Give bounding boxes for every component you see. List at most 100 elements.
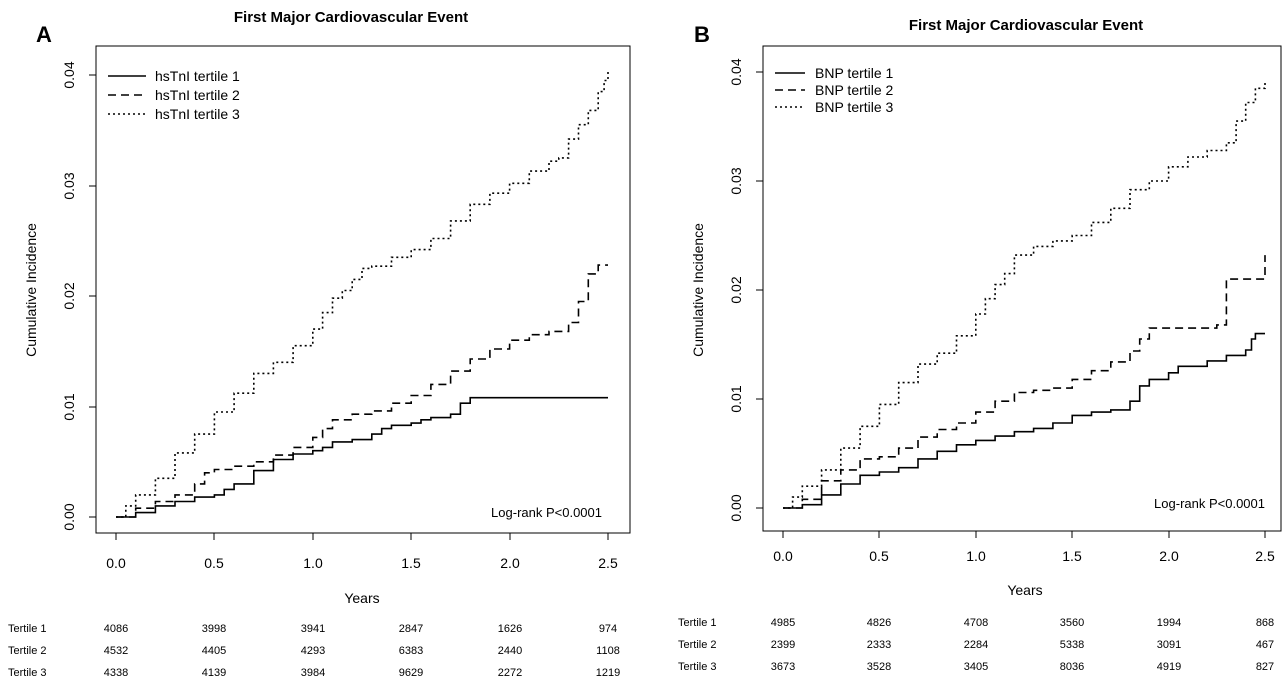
panel-a-legend: hsTnI tertile 1 hsTnI tertile 2 hsTnI te… [108,68,240,122]
panel-a-risk-cell: 1219 [596,667,620,679]
panel-b-y-tick-label: 0.00 [728,494,744,521]
panel-a-legend-label-2: hsTnI tertile 2 [155,87,240,103]
panel-a-risk-cell: 9629 [399,667,423,679]
panel-a-risk-cell: 4532 [104,645,128,657]
panel-b-curves [783,80,1266,509]
panel-a-y-ticks: 0.00 0.01 0.02 0.03 0.04 [61,61,96,531]
panel-b-series-line-tertile-3 [783,80,1266,509]
panel-a-x-tick-label: 0.5 [204,555,224,571]
panel-a-x-tick-label: 0.0 [106,555,126,571]
panel-a-y-tick-label: 0.04 [61,61,77,88]
panel-b-risk-cell: 3405 [964,661,988,673]
panel-b-risk-cell: 2284 [964,639,988,651]
panel-a-series-line-tertile-1 [116,396,608,518]
panel-b-y-tick-label: 0.02 [728,276,744,303]
panel-b-logrank-annotation: Log-rank P<0.0001 [1154,496,1265,511]
panel-a-x-tick-label: 1.5 [401,555,421,571]
panel-a-series-line-tertile-2 [116,264,608,518]
panel-a-risk-cell: 6383 [399,645,423,657]
panel-a-x-ticks: 0.0 0.5 1.0 1.5 2.0 2.5 [106,533,618,571]
panel-b-risk-cell: 827 [1256,661,1274,673]
panel-b-risk-table: Tertile 1 Tertile 2 Tertile 3 4985 4826 … [678,617,1274,673]
panel-b-x-tick-label: 0.5 [869,548,889,564]
panel-a-series-line-tertile-3 [116,69,609,518]
panel-b-risk-row-label: Tertile 1 [678,617,717,629]
panel-b-risk-cell: 8036 [1060,661,1084,673]
panel-a-risk-cell: 4293 [301,645,325,657]
panel-b-y-tick-label: 0.03 [728,167,744,194]
panel-b-risk-cell: 868 [1256,617,1274,629]
panel-a-risk-cell: 2272 [498,667,522,679]
panel-a-risk-cell: 4086 [104,623,128,635]
panel-b-risk-cell: 2333 [867,639,891,651]
panel-a-x-axis-label: Years [344,590,379,606]
panel-a-risk-cell: 3941 [301,623,325,635]
panel-a-logrank-annotation: Log-rank P<0.0001 [491,505,602,520]
panel-a-risk-cell: 3984 [301,667,325,679]
panel-a-risk-cell: 1108 [596,645,620,657]
panel-b-series-line-tertile-1 [783,332,1265,509]
panel-a-y-axis-label: Cumulative Incidence [23,223,39,357]
panel-b-risk-cell: 3528 [867,661,891,673]
panel-b-risk-cell: 4919 [1157,661,1181,673]
panel-b-x-tick-label: 2.5 [1255,548,1275,564]
panel-b-letter: B [694,22,710,47]
panel-b-risk-cell: 1994 [1157,617,1181,629]
panel-b-legend-label-1: BNP tertile 1 [815,65,894,81]
panel-b-title: First Major Cardiovascular Event [909,17,1143,34]
panel-a-y-tick-label: 0.03 [61,172,77,199]
panel-a-x-tick-label: 2.5 [598,555,618,571]
panel-b-risk-cell: 2399 [771,639,795,651]
panel-a: A First Major Cardiovascular Event Cumul… [8,9,631,679]
panel-a-risk-cell: 974 [599,623,617,635]
panel-b-x-tick-label: 0.0 [773,548,793,564]
panel-a-curves [116,69,609,518]
panel-a-y-tick-label: 0.02 [61,282,77,309]
panel-b-risk-cell: 3560 [1060,617,1084,629]
panel-a-plot-frame [95,45,631,534]
panel-a-risk-cell: 2440 [498,645,522,657]
panel-b-x-tick-label: 2.0 [1159,548,1179,564]
panel-b-risk-row-label: Tertile 2 [678,639,717,651]
panel-b-risk-cell: 3673 [771,661,795,673]
panel-b-risk-cell: 4985 [771,617,795,629]
panel-b-x-ticks: 0.0 0.5 1.0 1.5 2.0 2.5 [773,531,1275,564]
panel-b-x-tick-label: 1.0 [966,548,986,564]
panel-b-legend: BNP tertile 1 BNP tertile 2 BNP tertile … [775,65,894,115]
panel-b-y-tick-label: 0.04 [728,58,744,85]
panel-a-y-tick-label: 0.01 [61,393,77,420]
panel-b-risk-cell: 467 [1256,639,1274,651]
panel-b-legend-label-3: BNP tertile 3 [815,99,894,115]
panel-a-risk-cell: 2847 [399,623,423,635]
panel-b-risk-cell: 3091 [1157,639,1181,651]
panel-a-risk-cell: 4139 [202,667,226,679]
panel-b-x-tick-label: 1.5 [1062,548,1082,564]
panel-b-risk-cell: 5338 [1060,639,1084,651]
panel-a-title: First Major Cardiovascular Event [234,9,468,26]
panel-a-risk-cell: 4405 [202,645,226,657]
panel-a-risk-row-label: Tertile 1 [8,623,47,635]
panel-a-risk-cell: 1626 [498,623,522,635]
panel-a-legend-label-3: hsTnI tertile 3 [155,106,240,122]
panel-a-x-tick-label: 1.0 [303,555,323,571]
panel-b-y-ticks: 0.00 0.01 0.02 0.03 0.04 [728,58,763,522]
panel-a-risk-cell: 3998 [202,623,226,635]
panel-b: B First Major Cardiovascular Event Cumul… [678,17,1282,673]
panel-b-series-line-tertile-2 [783,255,1266,509]
panel-b-risk-cell: 4826 [867,617,891,629]
panel-a-x-tick-label: 2.0 [500,555,520,571]
panel-a-legend-label-1: hsTnI tertile 1 [155,68,240,84]
panel-a-letter: A [36,22,52,47]
panel-b-plot-frame [762,45,1282,532]
panel-a-risk-row-label: Tertile 3 [8,667,47,679]
panel-a-risk-row-label: Tertile 2 [8,645,47,657]
panel-b-legend-label-2: BNP tertile 2 [815,82,894,98]
panel-b-risk-cell: 4708 [964,617,988,629]
panel-b-risk-row-label: Tertile 3 [678,661,717,673]
panel-a-y-tick-label: 0.00 [61,503,77,530]
panel-b-y-tick-label: 0.01 [728,385,744,412]
panel-b-x-axis-label: Years [1007,582,1042,598]
panel-b-y-axis-label: Cumulative Incidence [690,223,706,357]
panel-a-risk-cell: 4338 [104,667,128,679]
